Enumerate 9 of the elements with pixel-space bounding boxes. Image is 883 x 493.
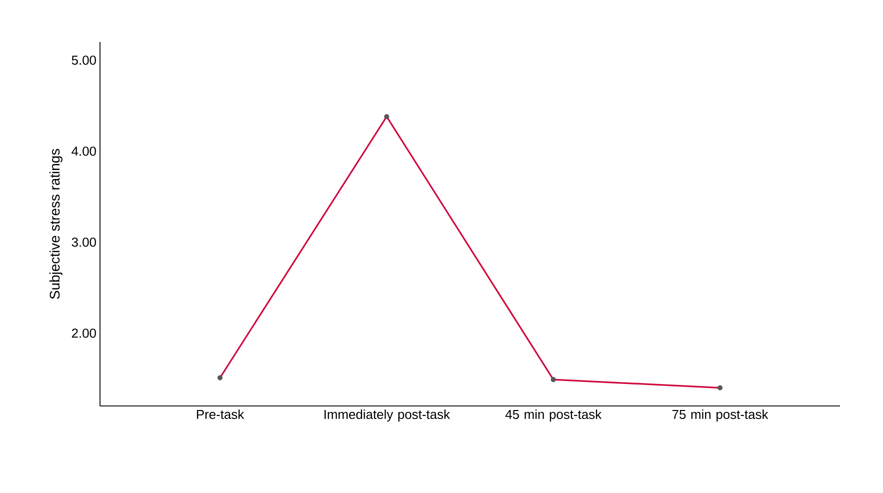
x-tick-label: Immediately post-task (324, 410, 450, 422)
y-axis-title: Subjective stress ratings (49, 148, 62, 299)
y-tick-label: 2.00 (72, 328, 96, 338)
x-tick-label: 75 min post-task (672, 410, 768, 422)
y-tick-label: 5.00 (72, 56, 96, 65)
y-tick-label: 4.00 (72, 146, 96, 156)
y-tick-label: 3.00 (72, 238, 96, 247)
x-tick-label: 45 min post-task (505, 410, 602, 422)
x-tick-label: Pre-task (196, 410, 244, 420)
